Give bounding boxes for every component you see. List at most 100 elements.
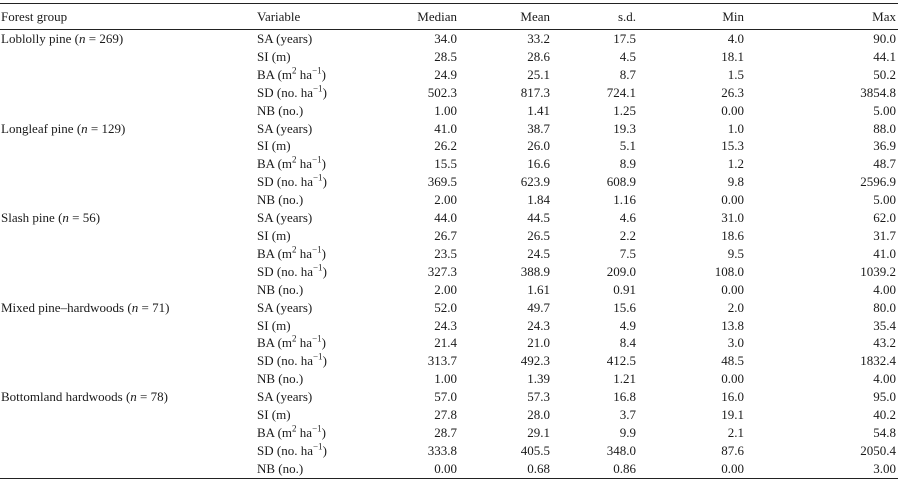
forest-group-label: Slash pine	[1, 210, 55, 226]
table-row: SI (m) 28.5 28.6 4.5 18.1 44.1	[0, 48, 898, 66]
median-cell: 57.0	[434, 389, 457, 405]
forest-group-empty	[0, 155, 257, 173]
forest-group-name: Bottomland hardwoods (n = 78)	[1, 389, 168, 405]
min-cell: 2.1	[727, 424, 744, 440]
variable-cell: SD (no. ha−1)	[257, 441, 327, 458]
max-cell: 1832.4	[860, 353, 896, 369]
variable-cell: BA (m2 ha−1)	[257, 423, 326, 440]
median-cell: 24.9	[434, 66, 457, 82]
variable-cell: BA (m2 ha−1)	[257, 65, 326, 82]
forest-group-name: Mixed pine–hardwoods (n = 71)	[1, 299, 170, 315]
variable-cell: SI (m)	[257, 227, 291, 243]
table-row: BA (m2 ha−1) 28.7 29.1 9.9 2.1 54.8	[0, 424, 898, 442]
header-min: Min	[636, 3, 744, 30]
median-cell: 21.4	[434, 335, 457, 351]
forest-group-empty	[0, 102, 257, 120]
variable-cell: SA (years)	[257, 120, 313, 136]
table-row: NB (no.) 1.00 1.41 1.25 0.00 5.00	[0, 102, 898, 120]
mean-cell: 38.7	[527, 120, 550, 136]
forest-group-empty	[0, 459, 257, 479]
min-cell: 31.0	[721, 210, 744, 226]
min-cell: 48.5	[721, 353, 744, 369]
mean-cell: 21.0	[527, 335, 550, 351]
max-cell: 35.4	[873, 317, 896, 333]
header-sd: s.d.	[550, 3, 636, 30]
min-cell: 0.00	[636, 459, 744, 479]
max-cell: 4.00	[873, 281, 896, 297]
median-cell: 1.00	[434, 102, 457, 118]
table-row: SD (no. ha−1) 333.8 405.5 348.0 87.6 2050.4	[0, 442, 898, 460]
min-cell: 0.00	[721, 192, 744, 208]
median-cell: 24.3	[434, 317, 457, 333]
max-cell: 90.0	[873, 31, 896, 46]
table-row: SI (m) 24.3 24.3 4.9 13.8 35.4	[0, 317, 898, 335]
sd-cell: 5.1	[619, 138, 636, 154]
forest-group-label: Bottomland hardwoods	[1, 389, 123, 405]
median-cell: 44.0	[434, 210, 457, 226]
forest-group-empty	[0, 263, 257, 281]
table-row: NB (no.) 2.00 1.61 0.91 0.00 4.00	[0, 281, 898, 299]
forest-group-empty	[0, 48, 257, 66]
max-cell: 2050.4	[860, 442, 896, 458]
max-cell: 36.9	[873, 138, 896, 154]
sd-cell: 0.86	[550, 459, 636, 479]
table-row: SD (no. ha−1) 313.7 492.3 412.5 48.5 1832.4	[0, 352, 898, 370]
max-cell: 62.0	[873, 210, 896, 226]
mean-cell: 388.9	[520, 263, 550, 279]
mean-cell: 33.2	[527, 31, 550, 46]
max-cell: 80.0	[873, 299, 896, 315]
forest-group-empty	[0, 442, 257, 460]
mean-cell: 57.3	[527, 389, 550, 405]
median-cell: 28.7	[434, 424, 457, 440]
sd-cell: 7.5	[619, 245, 636, 261]
table-row: BA (m2 ha−1) 15.5 16.6 8.9 1.2 48.7	[0, 155, 898, 173]
variable-cell: BA (m2 ha−1)	[257, 244, 326, 261]
variable-cell: NB (no.)	[257, 281, 304, 297]
max-cell: 95.0	[873, 389, 896, 405]
forest-group-count: 78	[150, 389, 164, 405]
forest-group-empty	[0, 317, 257, 335]
sd-cell: 9.9	[619, 424, 636, 440]
sd-cell: 17.5	[613, 31, 636, 46]
forest-group-name: Longleaf pine (n = 129)	[1, 120, 126, 136]
sd-cell: 8.4	[619, 335, 636, 351]
max-cell: 44.1	[873, 48, 896, 64]
forest-group-empty	[0, 406, 257, 424]
forest-group-empty	[0, 173, 257, 191]
table-row: SD (no. ha−1) 327.3 388.9 209.0 108.0 1039.2	[0, 263, 898, 281]
sd-cell: 209.0	[606, 263, 636, 279]
min-cell: 0.00	[721, 371, 744, 387]
min-cell: 19.1	[721, 407, 744, 423]
mean-cell: 28.6	[527, 48, 550, 64]
table-row: NB (no.) 1.00 1.39 1.21 0.00 4.00	[0, 370, 898, 388]
min-cell: 3.0	[727, 335, 744, 351]
forest-group-empty	[0, 84, 257, 102]
sd-cell: 16.8	[613, 389, 636, 405]
table-row: SD (no. ha−1) 502.3 817.3 724.1 26.3 3854.8	[0, 84, 898, 102]
sd-cell: 8.9	[619, 156, 636, 172]
forest-group-empty	[0, 66, 257, 84]
variable-cell: SI (m)	[257, 138, 291, 154]
min-cell: 0.00	[721, 281, 744, 297]
median-cell: 333.8	[427, 442, 457, 458]
forest-group-empty	[0, 137, 257, 155]
mean-cell: 0.68	[457, 459, 550, 479]
max-cell: 4.00	[873, 371, 896, 387]
mean-cell: 1.61	[527, 281, 550, 297]
sd-cell: 4.6	[619, 210, 636, 226]
min-cell: 9.5	[727, 245, 744, 261]
variable-cell: NB (no.)	[257, 371, 304, 387]
mean-cell: 26.0	[527, 138, 550, 154]
sd-cell: 2.2	[619, 227, 636, 243]
median-cell: 2.00	[434, 281, 457, 297]
min-cell: 13.8	[721, 317, 744, 333]
max-cell: 5.00	[873, 192, 896, 208]
min-cell: 16.0	[721, 389, 744, 405]
sd-cell: 8.7	[619, 66, 636, 82]
min-cell: 1.2	[727, 156, 744, 172]
mean-cell: 44.5	[527, 210, 550, 226]
forest-group-label: Loblolly pine	[1, 31, 72, 46]
forest-group-count: 129	[101, 120, 122, 136]
variable-cell: SD (no. ha−1)	[257, 262, 327, 279]
